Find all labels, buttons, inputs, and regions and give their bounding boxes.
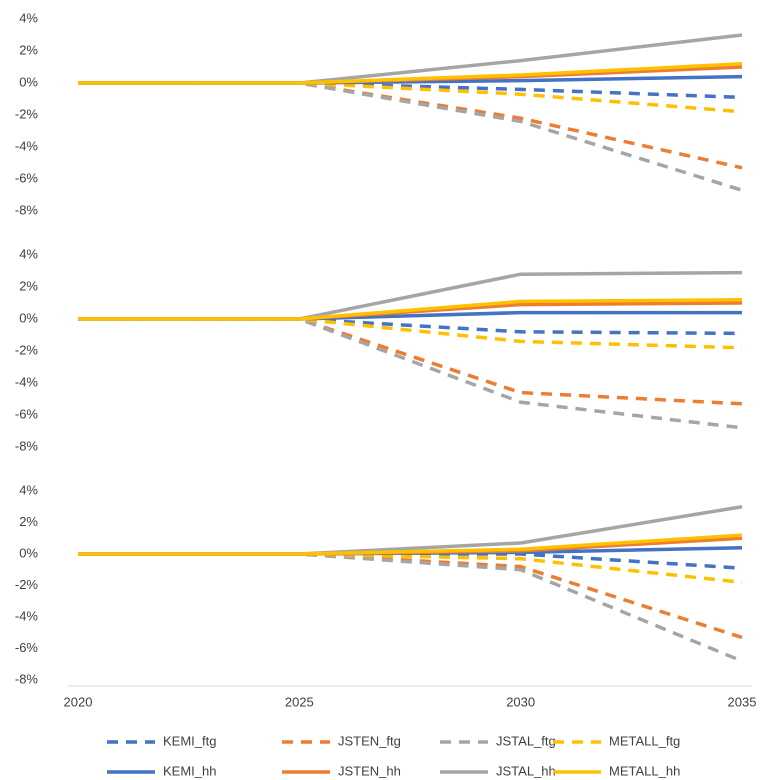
series-line [78, 505, 743, 556]
legend-label: JSTEN_ftg [338, 733, 401, 748]
legend-label: METALL_hh [609, 763, 680, 778]
series-line [78, 298, 743, 321]
series-line [78, 317, 743, 430]
y-tick-label: -8% [15, 438, 39, 453]
series-line [78, 81, 743, 114]
y-tick-label: -4% [15, 608, 39, 623]
y-tick-label: 2% [19, 278, 38, 293]
x-tick-label: 2035 [728, 694, 757, 709]
y-tick-label: 0% [19, 310, 38, 325]
y-tick-label: 4% [19, 482, 38, 497]
series-line [78, 552, 743, 663]
y-tick-label: 2% [19, 42, 38, 57]
series-line [78, 81, 743, 192]
legend-label: JSTAL_hh [496, 763, 556, 778]
y-tick-label: 0% [19, 74, 38, 89]
series-line [78, 552, 743, 585]
y-tick-label: -8% [15, 671, 39, 686]
series-line [78, 533, 743, 556]
legend-label: KEMI_hh [163, 763, 216, 778]
x-tick-label: 2025 [285, 694, 314, 709]
series-line [78, 81, 743, 170]
y-tick-label: -2% [15, 577, 39, 592]
x-tick-label: 2020 [64, 694, 93, 709]
y-tick-label: -6% [15, 170, 39, 185]
series-line [78, 317, 743, 336]
series-line [78, 33, 743, 85]
y-tick-label: -6% [15, 406, 39, 421]
legend-label: JSTAL_ftg [496, 733, 556, 748]
y-tick-label: 4% [19, 10, 38, 25]
series-line [78, 81, 743, 100]
y-tick-label: -4% [15, 138, 39, 153]
series-line [78, 552, 743, 640]
legend-label: JSTEN_hh [338, 763, 401, 778]
series-line [78, 317, 743, 350]
y-tick-label: -8% [15, 202, 39, 217]
y-tick-label: -2% [15, 106, 39, 121]
legend-label: METALL_ftg [609, 733, 680, 748]
y-tick-label: 2% [19, 514, 38, 529]
y-tick-label: -4% [15, 374, 39, 389]
y-tick-label: -6% [15, 640, 39, 655]
y-tick-label: 4% [19, 246, 38, 261]
x-tick-label: 2030 [506, 694, 535, 709]
series-line [78, 62, 743, 85]
legend-label: KEMI_ftg [163, 733, 216, 748]
y-tick-label: -2% [15, 342, 39, 357]
y-tick-label: 0% [19, 545, 38, 560]
